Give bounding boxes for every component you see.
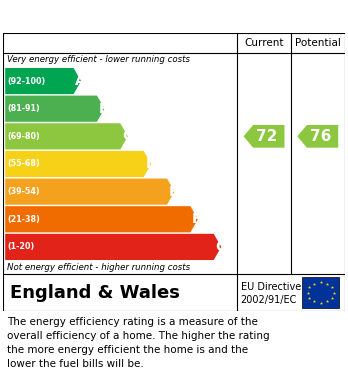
Text: EU Directive: EU Directive [240, 282, 301, 292]
Text: B: B [98, 102, 109, 116]
Text: Energy Efficiency Rating: Energy Efficiency Rating [12, 9, 222, 24]
Polygon shape [5, 179, 174, 205]
Text: (69-80): (69-80) [8, 132, 40, 141]
Text: G: G [215, 240, 227, 254]
Text: E: E [169, 185, 178, 199]
Text: 72: 72 [256, 129, 277, 144]
Text: Potential: Potential [295, 38, 341, 48]
Text: Not energy efficient - higher running costs: Not energy efficient - higher running co… [7, 263, 190, 272]
Text: F: F [192, 212, 201, 226]
Polygon shape [5, 206, 198, 232]
Polygon shape [244, 125, 285, 148]
Text: D: D [145, 157, 157, 171]
Polygon shape [5, 68, 81, 94]
Text: 76: 76 [310, 129, 331, 144]
Polygon shape [297, 125, 338, 148]
Text: A: A [75, 74, 86, 88]
Text: Current: Current [244, 38, 284, 48]
Text: (39-54): (39-54) [8, 187, 40, 196]
Text: 2002/91/EC: 2002/91/EC [240, 295, 297, 305]
Text: The energy efficiency rating is a measure of the
overall efficiency of a home. T: The energy efficiency rating is a measur… [7, 317, 269, 369]
Text: (55-68): (55-68) [8, 160, 40, 169]
FancyBboxPatch shape [302, 277, 339, 308]
Text: (92-100): (92-100) [8, 77, 46, 86]
Polygon shape [5, 95, 104, 122]
Polygon shape [5, 234, 221, 260]
Polygon shape [5, 151, 151, 177]
Text: (81-91): (81-91) [8, 104, 40, 113]
Text: England & Wales: England & Wales [10, 283, 180, 301]
Text: C: C [122, 129, 132, 143]
Text: (1-20): (1-20) [8, 242, 35, 251]
Polygon shape [5, 123, 128, 149]
Text: (21-38): (21-38) [8, 215, 40, 224]
Text: Very energy efficient - lower running costs: Very energy efficient - lower running co… [7, 56, 190, 65]
